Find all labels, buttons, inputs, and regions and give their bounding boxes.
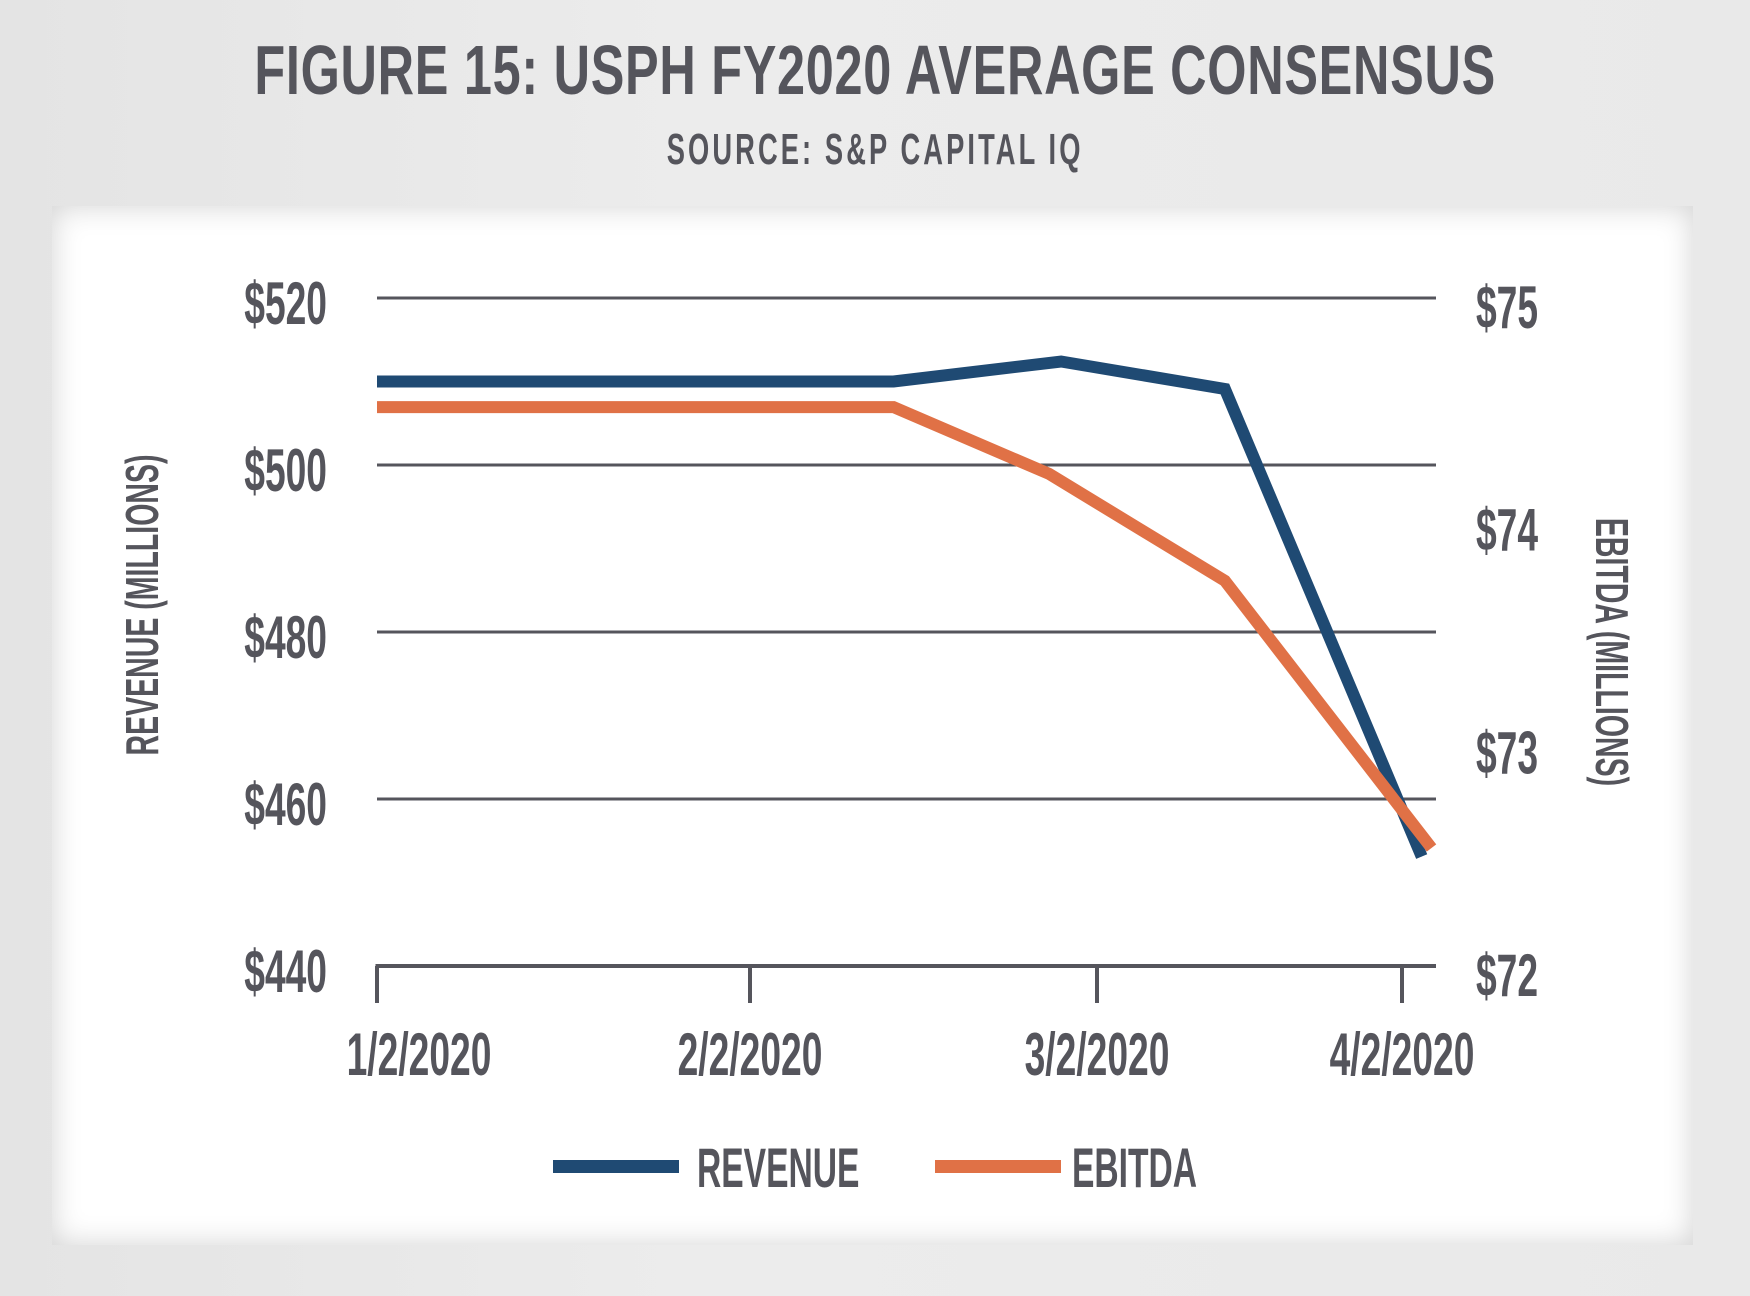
y-right-tick-label: $72 — [1476, 942, 1538, 1009]
tick-labels: $440 $460 $480 $500 $520 $72 $73 $74 $75 1/2/2020… — [244, 270, 1538, 1088]
legend-label-ebitda: EBITDA — [1072, 1136, 1198, 1199]
gridlines — [377, 296, 1436, 801]
series-line-revenue — [377, 355, 1428, 859]
series-line-ebitda — [377, 401, 1437, 852]
chart-title: FIGURE 15: USPH FY2020 AVERAGE CONSENSUS — [0, 33, 1750, 107]
y-left-tick-label: $440 — [244, 938, 327, 1005]
chart-subtitle-text: SOURCE: S&P CAPITAL IQ — [666, 125, 1084, 174]
x-axis — [375, 964, 1436, 1003]
y-right-tick-label: $75 — [1476, 274, 1538, 341]
legend: REVENUE EBITDA — [0, 1140, 1750, 1196]
y-left-tick-label: $480 — [244, 604, 327, 671]
legend-label-revenue: REVENUE — [697, 1136, 860, 1199]
y-left-tick-label: $460 — [244, 771, 327, 838]
chart-title-text: FIGURE 15: USPH FY2020 AVERAGE CONSENSUS — [254, 31, 1496, 109]
y-right-tick-label: $74 — [1476, 497, 1538, 564]
series-lines — [376, 355, 1437, 859]
legend-swatch-ebitda — [935, 1160, 1061, 1173]
y-axis-left-title: REVENUE (MILLIONS) — [117, 454, 169, 755]
x-tick-label: 2/2/2020 — [678, 1021, 823, 1088]
x-tick-label: 1/2/2020 — [347, 1021, 492, 1088]
chart-subtitle: SOURCE: S&P CAPITAL IQ — [0, 125, 1750, 175]
y-right-tick-label: $73 — [1476, 719, 1538, 786]
legend-swatch-revenue — [553, 1160, 679, 1173]
y-left-tick-label: $500 — [244, 437, 327, 504]
x-tick-label: 3/2/2020 — [1025, 1021, 1170, 1088]
y-left-tick-label: $520 — [244, 270, 327, 337]
x-tick-label: 4/2/2020 — [1330, 1021, 1475, 1088]
y-axis-right-title: EBITDA (MILLIONS) — [1585, 518, 1637, 786]
